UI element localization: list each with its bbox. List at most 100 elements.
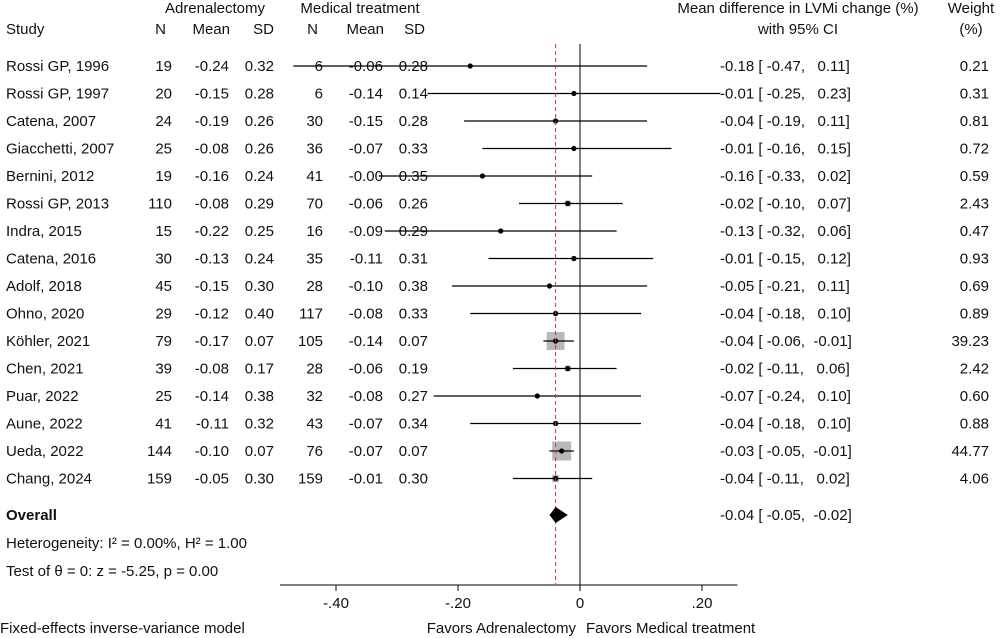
header-group1: Adrenalectomy [165, 0, 266, 17]
mean1-value: -0.22 [195, 223, 229, 240]
ci-text: -0.01 [ -0.15, 0.12] [720, 251, 851, 268]
study-label: Adolf, 2018 [6, 278, 82, 295]
table-row: Ueda, 2022 144 -0.10 0.07 76 -0.07 0.07 -0.03 [… [6, 443, 989, 460]
n2-value: 32 [306, 388, 323, 405]
weight-value: 0.88 [960, 416, 989, 433]
mean1-value: -0.05 [195, 471, 229, 488]
table-row: Ohno, 2020 29 -0.12 0.40 117 -0.08 0.33 -0.04 [… [6, 306, 989, 323]
n2-value: 30 [306, 113, 323, 130]
header-effect-line2: with 95% CI [757, 21, 838, 38]
n2-value: 70 [306, 196, 323, 213]
n2-value: 36 [306, 141, 323, 158]
sd2-value: 0.33 [399, 306, 428, 323]
sd1-value: 0.40 [245, 306, 274, 323]
weight-value: 0.60 [960, 388, 989, 405]
study-label: Bernini, 2012 [6, 168, 94, 185]
n2-value: 28 [306, 361, 323, 378]
sd2-value: 0.26 [399, 196, 428, 213]
point-estimate [467, 63, 473, 69]
mean1-value: -0.12 [195, 306, 229, 323]
n2-value: 43 [306, 416, 323, 433]
header-mean1: Mean [192, 21, 230, 38]
sd2-value: 0.33 [399, 141, 428, 158]
weight-value: 0.69 [960, 278, 989, 295]
mean2-value: -0.06 [349, 196, 383, 213]
n1-value: 15 [155, 223, 172, 240]
header-weight-line2: (%) [959, 21, 982, 38]
ci-text: -0.02 [ -0.10, 0.07] [720, 196, 851, 213]
mean1-value: -0.10 [195, 443, 229, 460]
mean2-value: -0.08 [349, 388, 383, 405]
weight-value: 0.93 [960, 251, 989, 268]
sd2-value: 0.07 [399, 443, 428, 460]
study-label: Chen, 2021 [6, 361, 84, 378]
header-study: Study [6, 21, 45, 38]
study-rows: Rossi GP, 1996 19 -0.24 0.32 6 -0.06 0.28 -0.18… [6, 58, 989, 488]
sd2-value: 0.31 [399, 251, 428, 268]
mean2-value: -0.07 [349, 443, 383, 460]
header-mean2: Mean [346, 21, 384, 38]
sd1-value: 0.32 [245, 58, 274, 75]
n1-value: 30 [155, 251, 172, 268]
weight-value: 0.47 [960, 223, 989, 240]
sd1-value: 0.26 [245, 113, 274, 130]
weight-value: 2.42 [960, 361, 989, 378]
n2-value: 159 [298, 471, 323, 488]
sd1-value: 0.07 [245, 443, 274, 460]
n2-value: 105 [298, 333, 323, 350]
mean2-value: -0.14 [349, 86, 383, 103]
sd2-value: 0.34 [399, 416, 428, 433]
n1-value: 19 [155, 168, 172, 185]
table-row: Catena, 2016 30 -0.13 0.24 35 -0.11 0.31 -0.01 … [6, 251, 989, 268]
ci-text: -0.01 [ -0.25, 0.23] [720, 86, 851, 103]
study-label: Aune, 2022 [6, 416, 83, 433]
study-label: Rossi GP, 1997 [6, 86, 109, 103]
study-label: Indra, 2015 [6, 223, 82, 240]
header-sd2: SD [404, 21, 425, 38]
sd1-value: 0.24 [245, 168, 274, 185]
sd1-value: 0.17 [245, 361, 274, 378]
sd2-value: 0.07 [399, 333, 428, 350]
weight-value: 4.06 [960, 471, 989, 488]
x-axis: -.40 -.20 0 .20 [280, 584, 738, 612]
header-n1: N [155, 21, 166, 38]
mean1-value: -0.16 [195, 168, 229, 185]
table-row: Catena, 2007 24 -0.19 0.26 30 -0.15 0.28 -0.04 … [6, 113, 989, 130]
study-label: Rossi GP, 1996 [6, 58, 109, 75]
mean2-value: -0.14 [349, 333, 383, 350]
header-n2: N [307, 21, 318, 38]
ci-text: -0.16 [ -0.33, 0.02] [720, 168, 851, 185]
favors-left-label: Favors Adrenalectomy [427, 620, 577, 637]
table-row: Adolf, 2018 45 -0.15 0.30 28 -0.10 0.38 -0.05 [… [6, 278, 989, 295]
point-estimate [498, 228, 504, 234]
table-row: Rossi GP, 199619-0.240.326-0.060.28-0.18… [6, 58, 989, 75]
weight-value: 0.21 [960, 58, 989, 75]
point-estimate [559, 448, 565, 454]
n1-value: 24 [155, 113, 172, 130]
sd2-value: 0.30 [399, 471, 428, 488]
ci-text: -0.04 [ -0.11, 0.02] [720, 471, 850, 488]
sd2-value: 0.28 [399, 113, 428, 130]
study-label: Puar, 2022 [6, 388, 79, 405]
model-text: Fixed-effects inverse-variance model [0, 620, 245, 637]
study-label: Köhler, 2021 [6, 333, 90, 350]
study-label: Ohno, 2020 [6, 306, 84, 323]
weight-value: 39.23 [951, 333, 989, 350]
ci-text: -0.07 [ -0.24, 0.10] [720, 388, 851, 405]
sd1-value: 0.24 [245, 251, 274, 268]
table-row: Rossi GP, 1997 20 -0.15 0.28 6 -0.14 0.14 -0.01… [6, 86, 989, 103]
sd1-value: 0.32 [245, 416, 274, 433]
n1-value: 110 [148, 196, 172, 213]
heterogeneity-text: Heterogeneity: I² = 0.00%, H² = 1.00 [6, 535, 247, 552]
mean1-value: -0.24 [195, 58, 229, 75]
study-label: Chang, 2024 [6, 471, 92, 488]
n1-value: 144 [147, 443, 172, 460]
mean1-value: -0.11 [196, 416, 229, 433]
point-estimate [479, 173, 485, 179]
ci-text: -0.02 [ -0.11, 0.06] [720, 361, 850, 378]
study-label: Rossi GP, 2013 [6, 196, 109, 213]
table-row: Köhler, 2021 79 -0.17 0.07 105 -0.14 0.07 -0.04… [6, 333, 989, 350]
sd1-value: 0.28 [245, 86, 274, 103]
n2-value: 16 [306, 223, 323, 240]
table-row: Puar, 2022 25 -0.14 0.38 32 -0.08 0.27 -0.07 [ … [6, 388, 989, 405]
